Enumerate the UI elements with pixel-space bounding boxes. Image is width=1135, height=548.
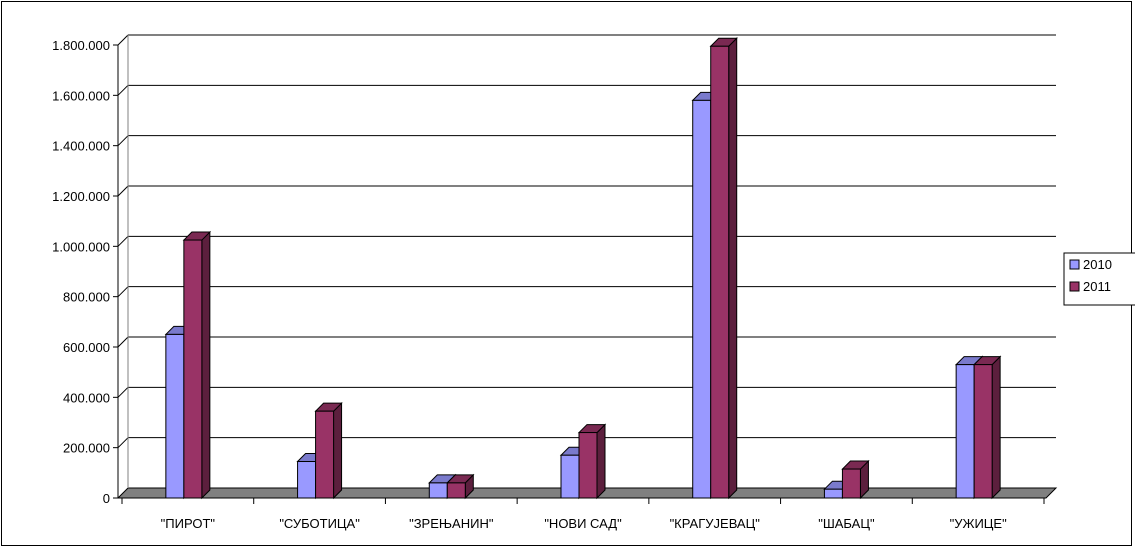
y-tick-label: 400.000 [63,390,110,405]
bar-front [578,432,598,499]
bar-front [823,488,843,499]
x-tick-label: "ЗРЕЊАНИН" [409,516,494,531]
bar [446,473,475,500]
y-tick-label: 200.000 [63,441,110,456]
legend-swatch [1069,281,1080,292]
y-tick-label: 0 [103,491,110,506]
x-axis-ticks: "ПИРОТ" "СУБОТИЦА" "ЗРЕЊАНИН" "НОВИ САД" "КР… [121,498,1045,531]
bar-front [710,45,730,499]
x-tick-label: "ШАБАЦ" [818,516,875,531]
gridline-side [117,185,129,197]
gridlines [117,34,1056,449]
bar-front [315,410,335,499]
axes [117,35,1046,499]
y-tick-label: 1.200.000 [52,189,110,204]
gridline-side [117,135,129,147]
legend: 2010 2011 [1063,252,1135,306]
y-tick-label: 1.400.000 [52,139,110,154]
gridline-side [117,235,129,247]
bar-side [596,423,606,500]
bar-side [333,401,343,500]
bar [972,355,1002,500]
bar-side [991,355,1001,500]
bar-front [446,482,466,499]
bars [164,37,1002,500]
bar-front [841,468,861,499]
gridline-side [117,386,129,398]
x-tick-label: "КРАГУЈЕВАЦ" [670,516,761,531]
legend-label: 2011 [1083,279,1111,294]
bar-side [728,37,738,500]
bar-front [297,461,317,499]
gridline-side [117,437,129,449]
x-tick-label: "ПИРОТ" [161,516,216,531]
bar-front [165,333,185,499]
bar-front [428,482,448,499]
gridline-side [117,84,129,96]
bar [709,37,738,500]
y-tick-label: 600.000 [63,340,110,355]
x-tick-label: "УЖИЦЕ" [950,516,1008,531]
x-tick-label: "НОВИ САД" [544,516,622,531]
y-tick-label: 1.800.000 [52,38,110,53]
y-tick-label: 1.000.000 [52,239,110,254]
legend-label: 2010 [1083,257,1112,272]
bar-front [183,239,203,499]
bar [314,401,343,500]
bar-front [973,364,993,499]
bar-side [201,230,211,500]
gridline-side [117,286,129,298]
bar [841,459,870,500]
gridline-side [117,34,129,46]
bar-front [692,99,712,499]
y-tick-label: 800.000 [63,290,110,305]
bar [577,423,607,500]
x-tick-label: "СУБОТИЦА" [279,516,360,531]
y-axis-ticks: 0 200.000 400.000 600.000 800.000 1.000.000 1.… [52,38,118,506]
bar-front [560,454,580,499]
gridline-side [117,336,129,348]
y-tick-label: 1.600.000 [52,88,110,103]
bar [182,230,212,500]
bar-front [955,364,975,499]
legend-swatch [1069,259,1080,270]
